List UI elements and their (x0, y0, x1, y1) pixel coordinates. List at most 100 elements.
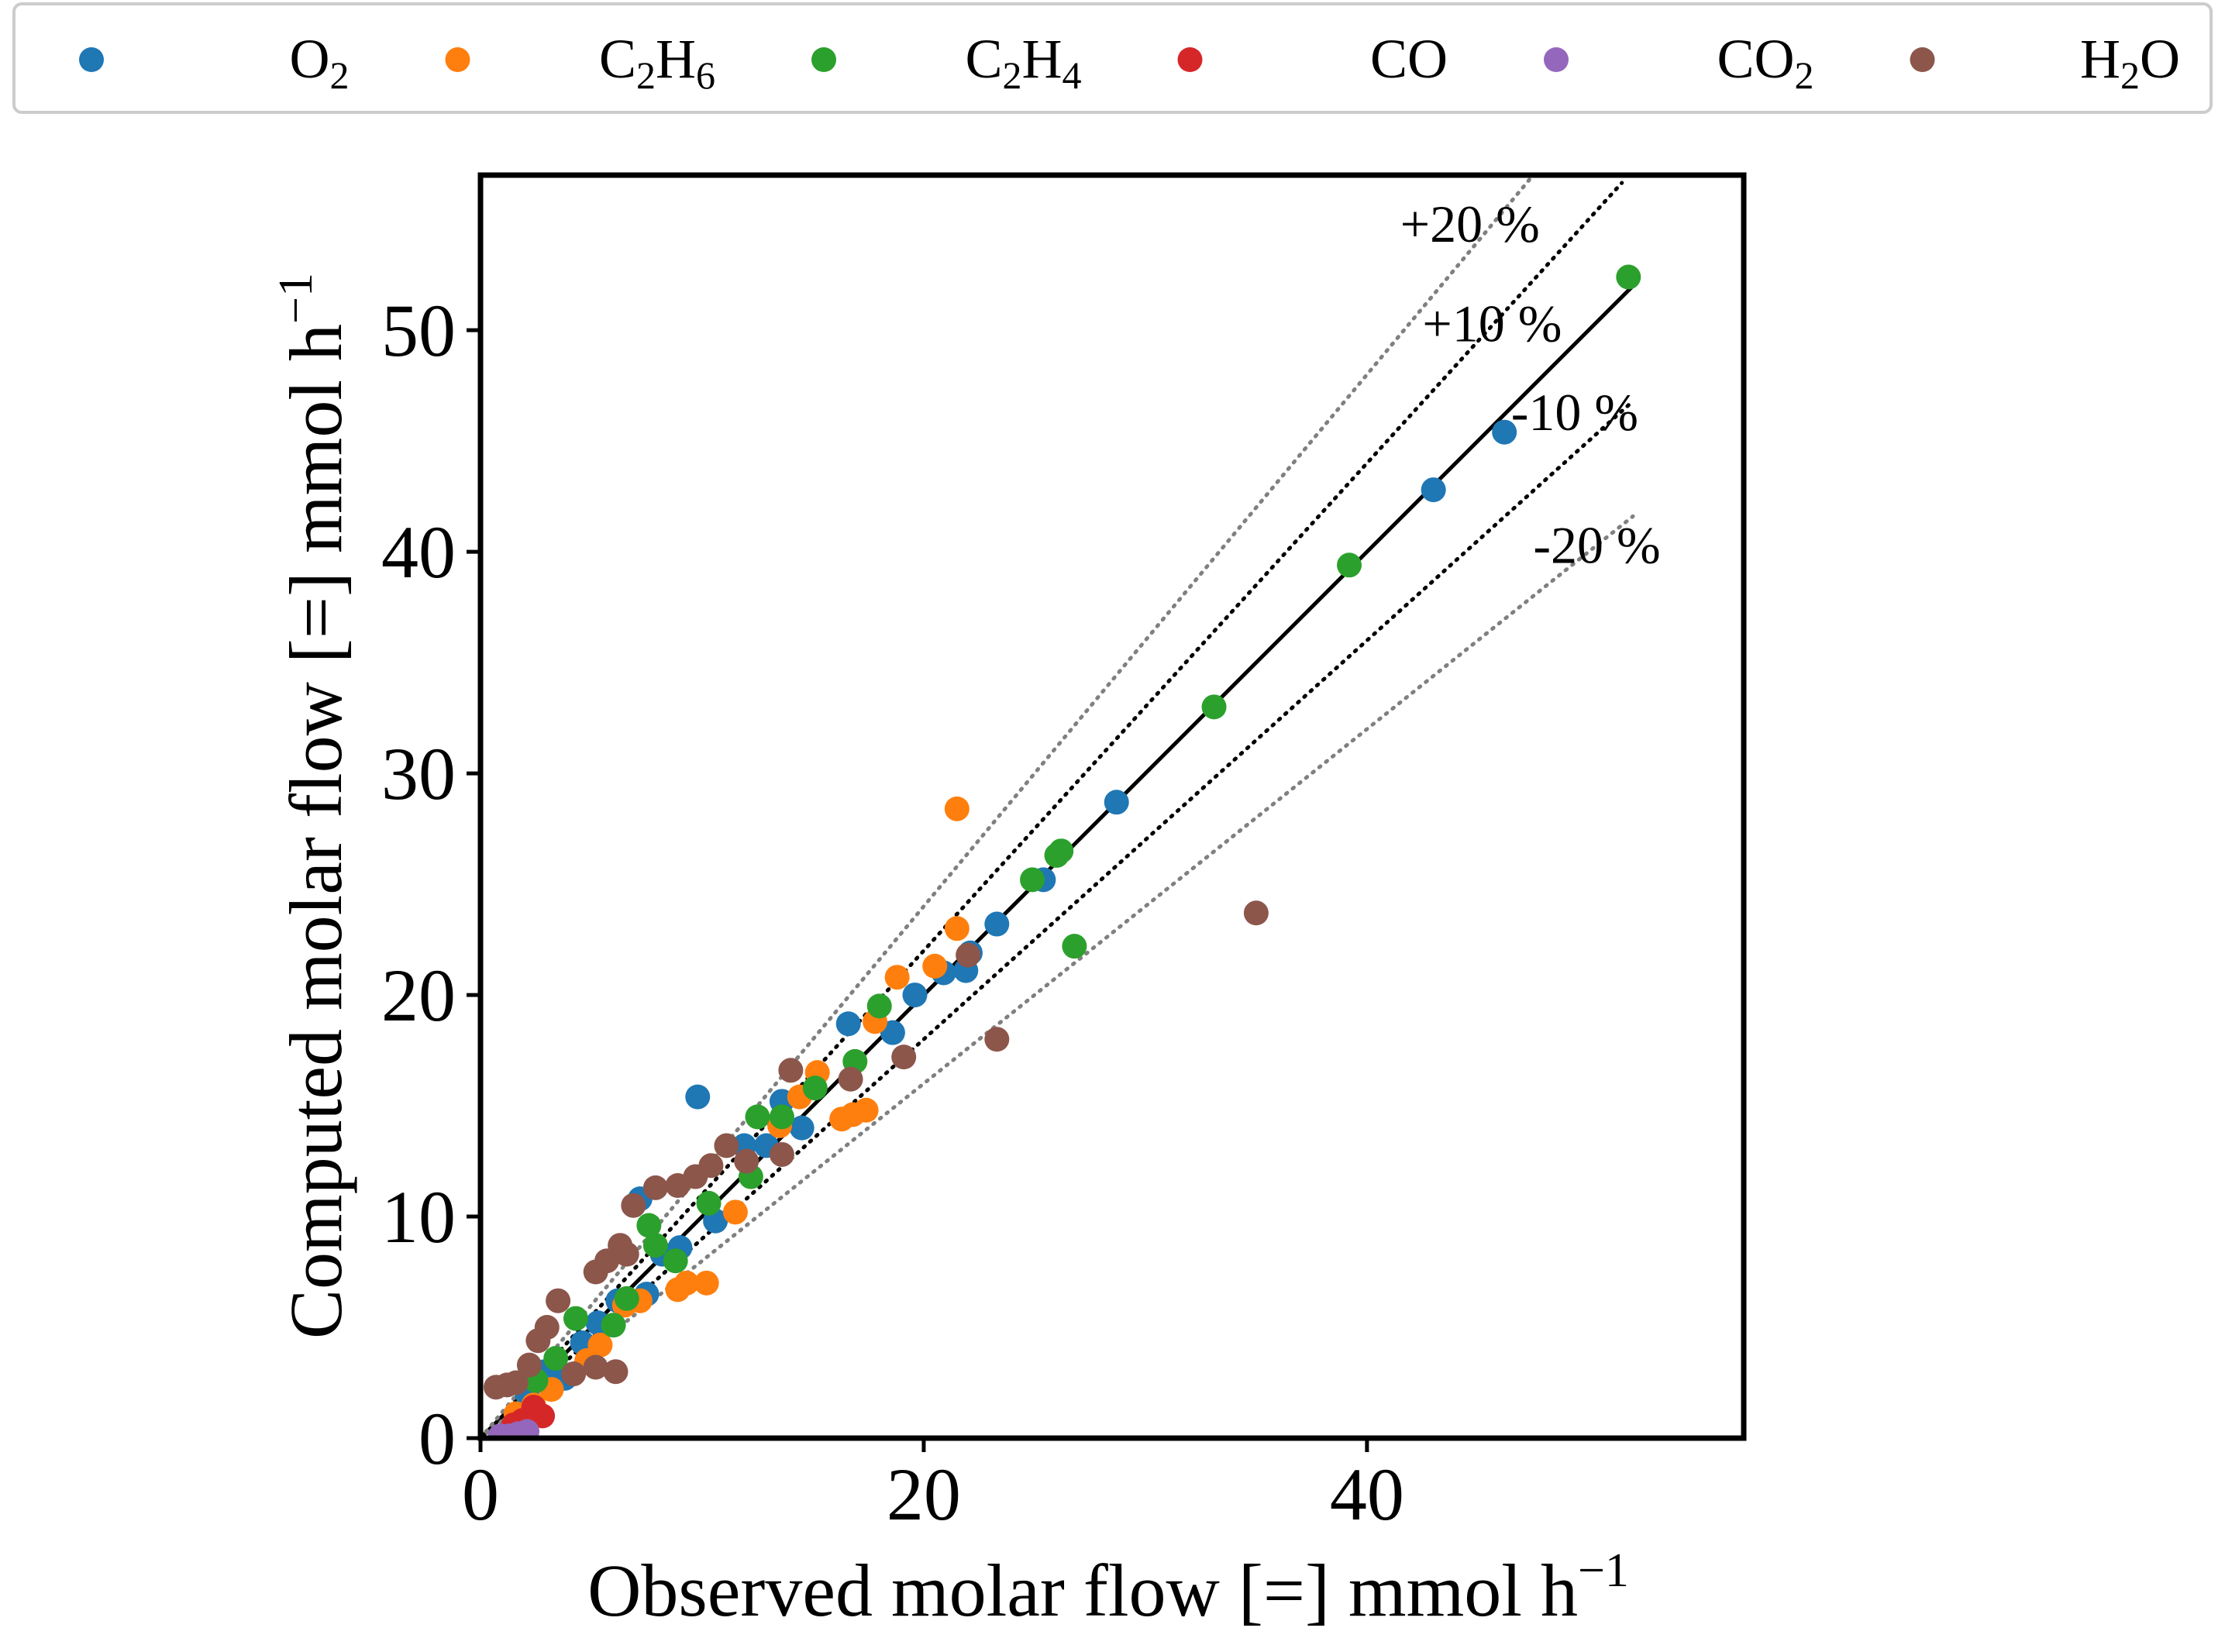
legend-item-co: CO (1177, 28, 1448, 90)
legend-item-c2h6: C2H6 (445, 28, 715, 97)
point-o2-9 (880, 1020, 905, 1045)
point-h2o-3 (891, 1045, 917, 1070)
band-label-plus10: +10 % (1422, 294, 1562, 353)
point-h2o-19 (583, 1354, 608, 1380)
point-c2h4-14 (663, 1248, 688, 1274)
point-h2o-20 (561, 1361, 587, 1387)
point-c2h6-3 (884, 965, 910, 990)
legend-item-co2: CO2 (1544, 28, 1814, 97)
legend-item-c2h4: C2H4 (811, 28, 1082, 97)
point-h2o-13 (621, 1193, 646, 1218)
y-axis-label-main: Computed molar flow [=] mmol h (274, 324, 357, 1339)
point-c2h6-12 (694, 1270, 719, 1296)
y-axis-label-sup: −1 (270, 273, 322, 324)
point-o2-11 (789, 1115, 815, 1141)
point-o2-16 (685, 1084, 711, 1110)
x-axis-label-sup: −1 (1578, 1544, 1629, 1597)
legend-marker-c2h6 (445, 47, 470, 72)
point-c2h4-16 (636, 1213, 662, 1238)
legend-label-co2: CO2 (1717, 28, 1813, 97)
band-label-minus20: -20 % (1533, 515, 1660, 574)
point-h2o-4 (838, 1066, 863, 1092)
y-axis-label: Computed molar flow [=] mmol h−1 (270, 273, 357, 1339)
point-h2o-27 (484, 1375, 509, 1400)
x-tick-label-40: 40 (1330, 1453, 1404, 1536)
point-h2o-18 (603, 1359, 629, 1385)
y-tick-label-40: 40 (381, 511, 456, 594)
point-c2h4-11 (745, 1104, 770, 1130)
reference-line-plus10 (480, 181, 1624, 1438)
point-c2h4-9 (802, 1076, 828, 1101)
point-o2-4 (984, 911, 1010, 937)
band-label-minus10: -10 % (1511, 383, 1638, 442)
point-h2o-17 (583, 1259, 608, 1285)
point-h2o-5 (778, 1058, 804, 1083)
x-axis-label: Observed molar flow [=] mmol h−1 (587, 1544, 1629, 1632)
point-c2h4-13 (696, 1190, 722, 1216)
point-c2h4-3 (1062, 934, 1087, 959)
point-c2h6-14 (665, 1277, 691, 1303)
legend-label-co: CO (1370, 28, 1448, 90)
point-c2h4-19 (563, 1306, 588, 1331)
point-h2o-2 (956, 942, 981, 968)
legend-item-o2: O2 (79, 28, 350, 97)
point-c2h6-11 (722, 1199, 748, 1225)
point-c2h4-2 (1201, 694, 1227, 720)
point-c2h6-1 (944, 916, 970, 941)
legend-marker-c2h4 (811, 47, 836, 72)
point-c2h4-6 (1020, 867, 1045, 893)
point-c2h4-17 (614, 1285, 639, 1311)
y-tick-label-20: 20 (381, 954, 456, 1037)
point-c2h4-15 (642, 1233, 668, 1258)
point-c2h4-20 (543, 1346, 569, 1372)
y-tick-label-30: 30 (381, 732, 456, 815)
point-h2o-23 (525, 1328, 551, 1354)
point-c2h4-10 (769, 1104, 794, 1130)
point-c2h4-5 (1044, 842, 1069, 868)
point-h2o-21 (546, 1288, 571, 1313)
legend-label-o2: O2 (290, 28, 350, 97)
y-tick-label-0: 0 (418, 1397, 456, 1480)
point-o2-8 (902, 983, 928, 1008)
point-c2h4-7 (866, 993, 892, 1019)
point-o2-0 (1492, 419, 1517, 445)
point-h2o-6 (769, 1141, 794, 1167)
point-h2o-7 (734, 1148, 759, 1174)
axes-frame (477, 172, 1747, 1441)
plot-area: +10 % -10 % +20 % -20 % 0 20 40 0 10 20 30 40 50 (381, 172, 1747, 1536)
y-tick-label-10: 10 (381, 1175, 456, 1258)
legend: O2 C2H6 C2H4 CO CO2 H2O (12, 2, 2213, 114)
x-axis-label-main: Observed molar flow [=] mmol h (587, 1549, 1578, 1632)
point-c2h4-0 (1616, 264, 1641, 290)
point-co2-3 (487, 1423, 513, 1438)
legend-frame (12, 2, 2213, 114)
point-h2o-12 (642, 1175, 668, 1200)
legend-marker-co2 (1544, 47, 1569, 72)
legend-label-h2o: H2O (2080, 28, 2180, 97)
x-tick-label-20: 20 (887, 1453, 961, 1536)
legend-marker-co (1177, 47, 1203, 72)
legend-marker-o2 (79, 47, 104, 72)
x-tick-label-0: 0 (462, 1453, 499, 1536)
point-c2h6-0 (944, 796, 970, 821)
point-o2-10 (835, 1011, 861, 1037)
point-o2-1 (1421, 477, 1446, 503)
point-c2h6-7 (829, 1106, 855, 1132)
point-h2o-24 (516, 1352, 542, 1378)
reference-line-plus20 (480, 175, 1535, 1438)
point-c2h4-1 (1336, 552, 1362, 578)
y-tick-label-50: 50 (381, 289, 456, 372)
band-label-plus20: +20 % (1400, 194, 1540, 253)
reference-line-minus10 (480, 399, 1635, 1438)
point-h2o-11 (665, 1173, 691, 1198)
point-c2h6-2 (922, 953, 948, 979)
legend-item-h2o: H2O (1910, 28, 2180, 97)
point-h2o-8 (714, 1133, 739, 1158)
point-h2o-0 (1243, 900, 1269, 926)
point-o2-2 (1104, 790, 1129, 815)
point-h2o-1 (984, 1027, 1010, 1052)
legend-marker-h2o (1910, 47, 1935, 72)
point-c2h4-18 (601, 1313, 626, 1338)
legend-label-c2h6: C2H6 (599, 28, 715, 97)
